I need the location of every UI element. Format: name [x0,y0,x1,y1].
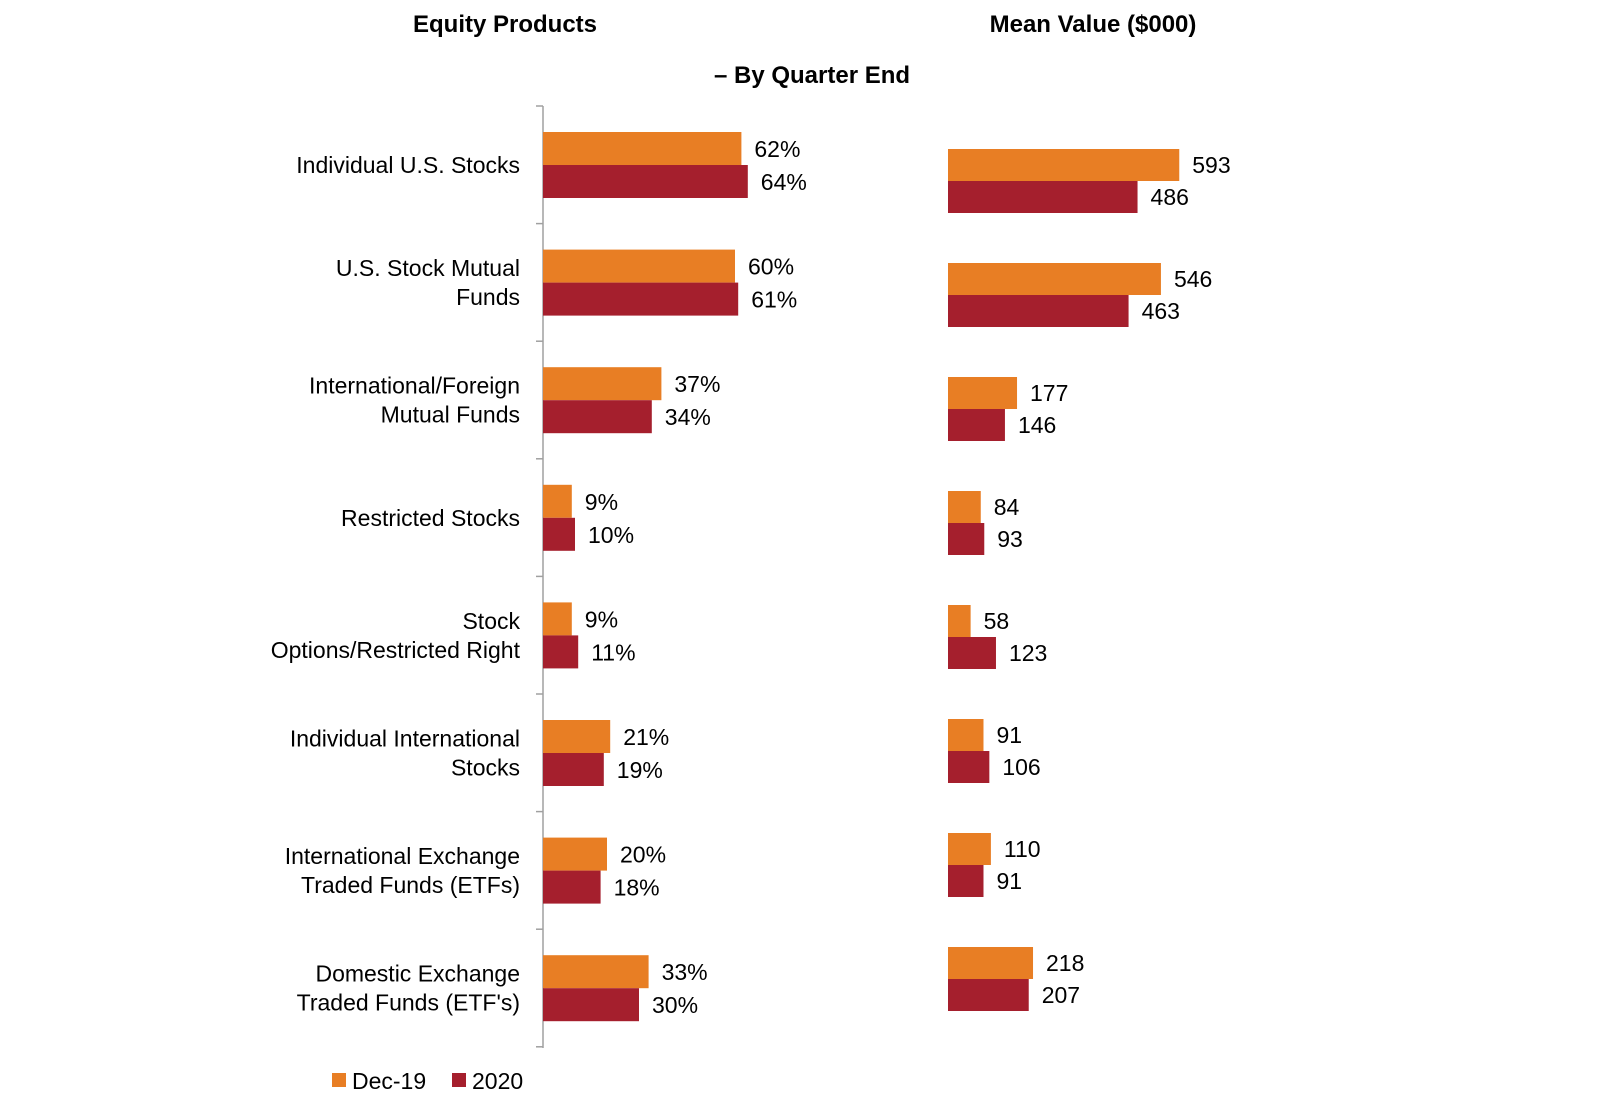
bar-2020-mean [948,751,990,783]
legend-label: 2020 [472,1068,523,1094]
bar-2020-mean [948,523,985,555]
bar-2020-pct [543,988,639,1022]
category-label: Individual U.S. Stocks [296,152,520,178]
category-label: Individual International [290,726,520,752]
category-label: U.S. Stock Mutual [336,255,520,281]
category-label: International Exchange [285,843,520,869]
bar-2020-pct [543,282,739,316]
legend-swatch [332,1073,346,1087]
category-label: Restricted Stocks [341,505,520,531]
category-label: Funds [456,284,520,310]
data-label-2020-pct: 34% [665,404,711,430]
data-label-2020-mean: 207 [1042,982,1080,1008]
bar-dec19-mean [948,719,984,751]
bar-dec19-mean [948,149,1180,181]
chart-subtitle: – By Quarter End [714,62,910,89]
data-label-2020-mean: 463 [1142,298,1180,324]
data-label-dec19-mean: 546 [1174,266,1212,292]
bar-dec19-mean [948,263,1161,295]
bar-2020-pct [543,635,579,669]
data-label-2020-pct: 19% [617,757,663,783]
data-label-dec19-mean: 58 [984,608,1010,634]
data-label-dec19-pct: 60% [748,254,794,280]
data-label-dec19-pct: 62% [754,136,800,162]
bar-dec19-mean [948,947,1034,979]
bar-2020-mean [948,409,1005,441]
right-panel-title: Mean Value ($000) [990,11,1197,38]
category-label: Traded Funds (ETFs) [301,872,520,898]
data-label-2020-mean: 486 [1151,184,1189,210]
data-label-dec19-mean: 177 [1030,380,1068,406]
category-label: Mutual Funds [381,402,520,428]
bar-dec19-pct [543,955,649,989]
bar-2020-mean [948,295,1129,327]
bar-2020-pct [543,517,575,551]
data-label-dec19-pct: 9% [585,606,618,632]
data-label-dec19-pct: 20% [620,842,666,868]
data-label-2020-pct: 18% [614,875,660,901]
bar-dec19-pct [543,367,662,401]
bar-2020-mean [948,865,984,897]
data-label-2020-mean: 146 [1018,412,1056,438]
data-label-dec19-mean: 91 [996,722,1022,748]
left-panel-title: Equity Products [413,11,597,38]
data-label-2020-pct: 11% [591,639,635,665]
bar-dec19-pct [543,602,572,636]
category-label: Stock [462,608,520,634]
legend-swatch [452,1073,466,1087]
bar-2020-pct [543,400,652,434]
bar-dec19-pct [543,484,572,518]
data-label-dec19-mean: 593 [1192,152,1230,178]
data-label-dec19-mean: 218 [1046,950,1084,976]
legend-label: Dec-19 [352,1068,426,1094]
bar-dec19-mean [948,491,981,523]
data-label-dec19-mean: 84 [994,494,1020,520]
bar-dec19-mean [948,833,991,865]
data-label-2020-mean: 91 [996,868,1022,894]
data-label-dec19-pct: 9% [585,489,618,515]
bar-2020-mean [948,637,996,669]
bar-2020-pct [543,165,748,198]
data-label-2020-pct: 61% [751,287,797,313]
category-label: Domestic Exchange [315,961,520,987]
category-label: Stocks [451,755,520,781]
bar-dec19-pct [543,720,611,753]
data-label-2020-pct: 10% [588,522,634,548]
category-label: Traded Funds (ETF's) [297,990,520,1016]
bar-dec19-mean [948,377,1018,409]
data-label-dec19-mean: 110 [1004,836,1041,862]
bar-2020-mean [948,181,1138,213]
category-label: International/Foreign [309,373,520,399]
category-label: Options/Restricted Right [271,637,521,663]
data-label-2020-mean: 123 [1009,640,1047,666]
data-label-2020-mean: 106 [1002,754,1040,780]
bar-2020-pct [543,753,604,786]
bar-2020-pct [543,870,601,904]
data-label-2020-pct: 64% [761,169,807,195]
data-label-dec19-pct: 21% [623,724,669,750]
left-bar-panel: Individual U.S. Stocks 62% 64% U.S. Stock M… [271,105,807,1048]
chart-legend: Dec-19 2020 [332,1068,523,1094]
bar-dec19-pct [543,249,735,283]
data-label-dec19-pct: 33% [662,959,708,985]
bar-2020-mean [948,979,1029,1011]
data-label-dec19-pct: 37% [674,371,720,397]
bar-dec19-pct [543,132,742,165]
bar-dec19-pct [543,837,607,871]
data-label-2020-pct: 30% [652,992,698,1018]
bar-dec19-mean [948,605,971,637]
data-label-2020-mean: 93 [997,526,1023,552]
